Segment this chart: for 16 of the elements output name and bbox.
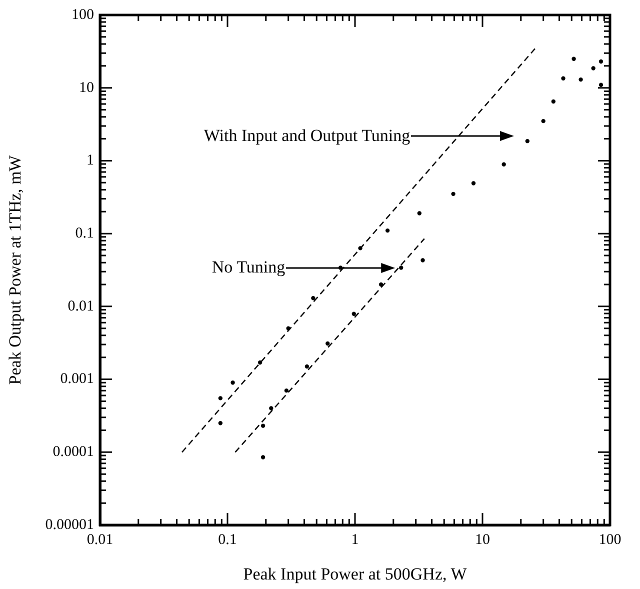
- y-tick-label: 100: [72, 6, 94, 23]
- y-tick-label: 0.001: [60, 371, 94, 388]
- annotation: No Tuning: [212, 257, 286, 276]
- y-tick-label: 0.00001: [45, 516, 94, 533]
- y-axis-title: Peak Output Power at 1THz, mW: [6, 154, 25, 385]
- y-tick-label: 1: [86, 152, 94, 169]
- x-tick-label: 10: [475, 532, 490, 548]
- x-tick-label: 100: [598, 532, 622, 548]
- y-tick-label: 0.01: [68, 298, 94, 314]
- y-tick-label: 0.1: [75, 226, 94, 242]
- x-tick-label: 1: [351, 532, 359, 548]
- x-axis-title: Peak Input Power at 500GHz, W: [243, 564, 468, 584]
- y-tick-label: 0.0001: [52, 444, 94, 460]
- y-tick-label: 10: [79, 80, 94, 96]
- annotation: With Input and Output Tuning: [204, 126, 411, 145]
- x-tick-label: 0.1: [218, 532, 237, 548]
